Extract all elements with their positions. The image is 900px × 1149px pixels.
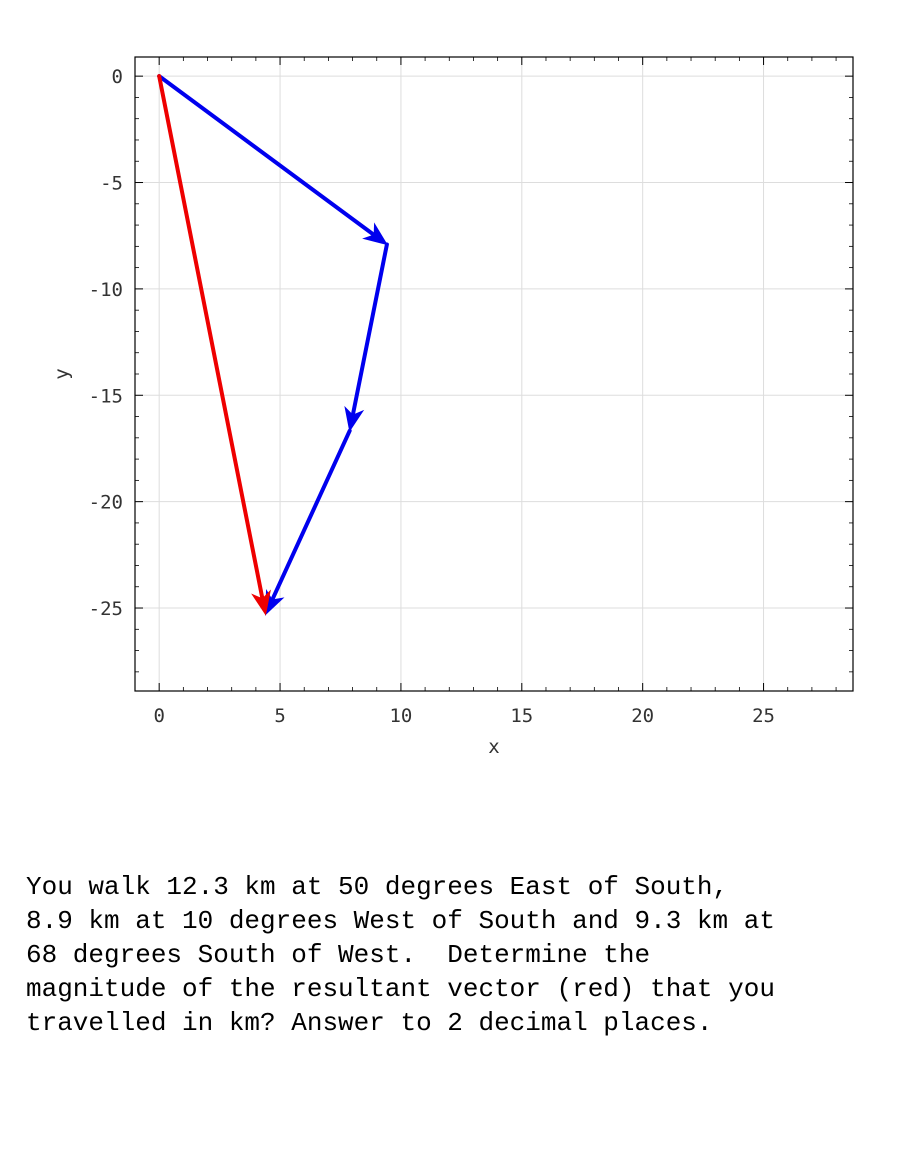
vector-shaft: [351, 242, 389, 416]
x-tick-labels: 0 5 10 15 20 25: [153, 705, 775, 727]
x-tick-label: 0: [153, 705, 164, 727]
x-tick-label: 20: [631, 705, 654, 727]
y-tick-label: -25: [89, 598, 123, 620]
vector-arrowhead: [344, 405, 365, 433]
y-tick-label: -20: [89, 492, 123, 514]
x-tick-label: 5: [274, 705, 285, 727]
x-tick-label: 10: [389, 705, 412, 727]
y-tick-labels: 0 -5 -10 -15 -20 -25: [89, 66, 123, 620]
vector-shaft: [157, 74, 265, 599]
vector-plot: 0 5 10 15 20 25 0 -5 -10 -15 -20 -25 x y: [51, 56, 854, 758]
vector-3: [264, 428, 352, 616]
y-tick-label: -15: [89, 385, 123, 407]
y-tick-label: -5: [100, 173, 123, 195]
y-tick-label: -10: [89, 279, 123, 301]
plot-frame: [134, 56, 854, 692]
vector-arrowhead: [362, 222, 388, 246]
vector-4: [157, 74, 271, 616]
vector-1: [157, 74, 388, 246]
question-text: You walk 12.3 km at 50 degrees East of S…: [26, 872, 775, 1038]
vector-2: [344, 242, 389, 433]
vector-arrowhead: [251, 589, 271, 616]
x-tick-label: 15: [510, 705, 533, 727]
vectors: [157, 74, 389, 616]
axis-ticks: [134, 57, 853, 691]
vector-shaft: [157, 74, 375, 236]
y-tick-label: 0: [112, 66, 123, 88]
x-axis-label: x: [488, 736, 499, 758]
y-axis-label: y: [51, 368, 73, 379]
x-tick-label: 25: [752, 705, 775, 727]
vector-shaft: [271, 428, 352, 601]
grid-lines: [135, 57, 853, 691]
